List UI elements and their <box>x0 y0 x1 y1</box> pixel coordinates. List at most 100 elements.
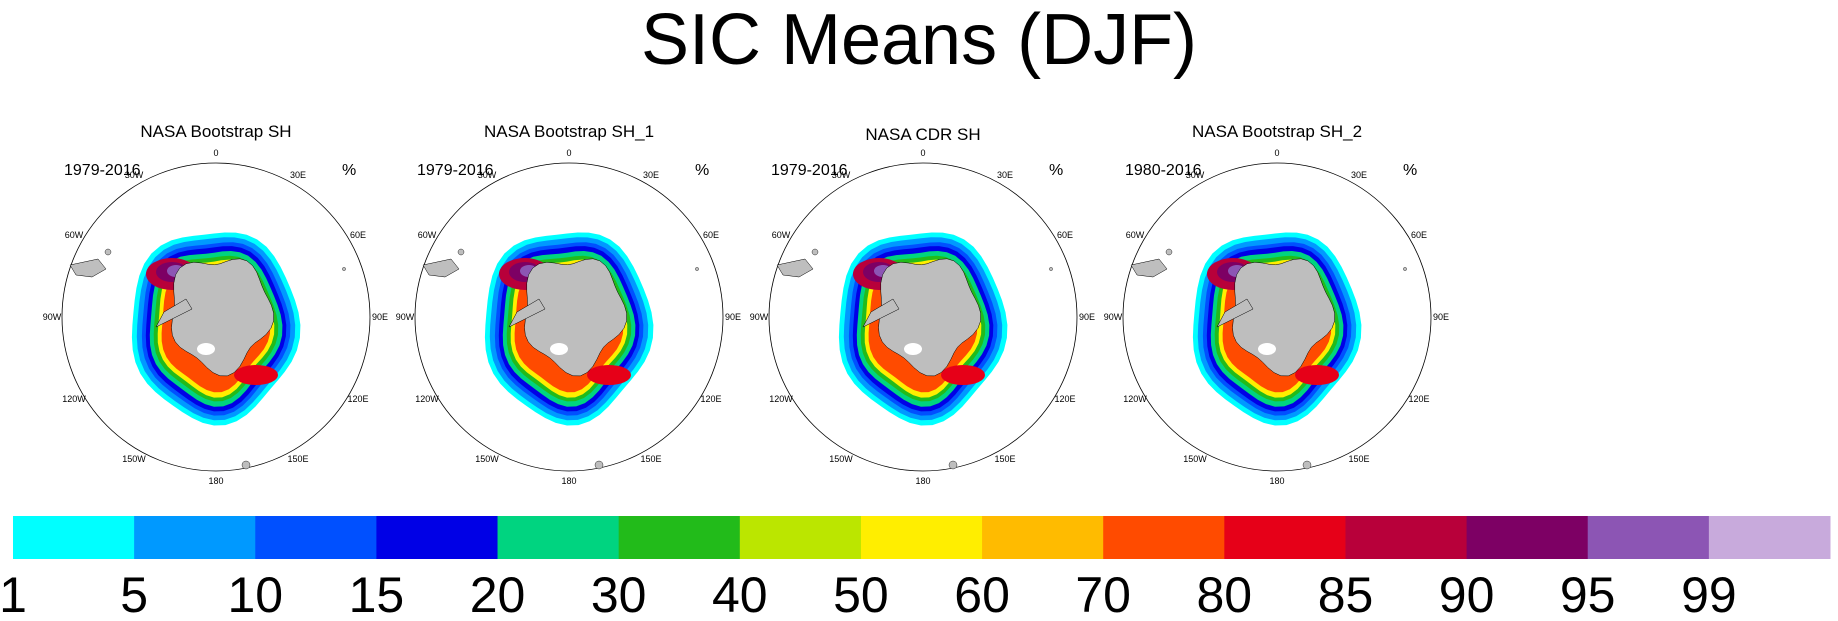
island <box>1302 460 1312 470</box>
colorbar-swatch <box>1345 516 1468 559</box>
colorbar-tick-label: 90 <box>1439 567 1495 621</box>
colorbar-tick-label: 30 <box>591 567 647 621</box>
longitude-label: 90W <box>43 312 62 322</box>
longitude-label: 120W <box>415 394 439 404</box>
longitude-label: 90E <box>1079 312 1095 322</box>
panel-units: % <box>695 162 709 179</box>
longitude-label: 90W <box>396 312 415 322</box>
colorbar-tick-label: 70 <box>1075 567 1131 621</box>
colorbar-tick-label: 10 <box>227 567 283 621</box>
south-america <box>776 258 814 278</box>
colorbar-swatch <box>13 516 135 559</box>
sic-contour <box>1295 365 1339 385</box>
island <box>1165 248 1173 256</box>
island <box>457 248 465 256</box>
longitude-label: 60W <box>1126 230 1145 240</box>
colorbar-tick-label: 95 <box>1560 567 1616 621</box>
panel-units: % <box>342 162 356 179</box>
longitude-label: 90W <box>750 312 769 322</box>
longitude-label: 150E <box>640 454 661 464</box>
antarctic-peninsula <box>508 298 546 328</box>
longitude-label: 60E <box>1411 230 1427 240</box>
colorbar-swatch <box>739 516 862 559</box>
longitude-label: 120E <box>1054 394 1075 404</box>
longitude-label: 90E <box>372 312 388 322</box>
sic-contour <box>941 365 985 385</box>
map-panel: NASA Bootstrap SH_1 1979-2016 % 0 30E 60E 90E 1… <box>396 122 741 486</box>
island <box>695 267 699 271</box>
longitude-label: 120W <box>62 394 86 404</box>
panel-units: % <box>1403 162 1417 179</box>
longitude-label: 150E <box>1348 454 1369 464</box>
longitude-label: 150E <box>994 454 1015 464</box>
colorbar-swatch <box>376 516 499 559</box>
colorbar-tick-label: 85 <box>1318 567 1374 621</box>
longitude-label: 30E <box>997 170 1013 180</box>
island <box>948 460 958 470</box>
panel-period: 1979-2016 <box>771 162 848 179</box>
panel-units: % <box>1049 162 1063 179</box>
longitude-label: 180 <box>1269 476 1284 486</box>
colorbar-tick-label: 60 <box>954 567 1010 621</box>
ice-shelf <box>550 343 568 355</box>
panel-title: NASA Bootstrap SH_2 <box>1192 122 1362 141</box>
longitude-label: 60E <box>1057 230 1073 240</box>
colorbar-tick-label: 1 <box>0 567 27 621</box>
panel-title: NASA Bootstrap SH_1 <box>484 122 654 141</box>
map-panel: NASA Bootstrap SH_2 1980-2016 % 0 30E 60E 90E 1… <box>1104 122 1449 486</box>
longitude-label: 150E <box>287 454 308 464</box>
panel-title: NASA CDR SH <box>865 125 980 144</box>
colorbar-swatch <box>255 516 377 559</box>
longitude-label: 0 <box>1274 148 1279 158</box>
panel-title: NASA Bootstrap SH <box>140 122 291 141</box>
longitude-label: 90E <box>725 312 741 322</box>
panel-period: 1979-2016 <box>417 162 494 179</box>
sic-contour <box>234 365 278 385</box>
antarctic-peninsula <box>862 298 900 328</box>
colorbar-tick-label: 99 <box>1681 567 1737 621</box>
colorbar-swatch <box>1224 516 1346 559</box>
longitude-label: 0 <box>213 148 218 158</box>
chart-title: SIC Means (DJF) <box>640 0 1198 80</box>
longitude-label: 150W <box>1183 454 1207 464</box>
panel-period: 1979-2016 <box>64 162 141 179</box>
longitude-label: 60W <box>772 230 791 240</box>
longitude-label: 120W <box>769 394 793 404</box>
longitude-label: 30W <box>832 170 851 180</box>
colorbar-swatch <box>860 516 983 559</box>
longitude-label: 60E <box>703 230 719 240</box>
longitude-label: 0 <box>566 148 571 158</box>
longitude-label: 120W <box>1123 394 1147 404</box>
colorbar-tick-label: 5 <box>120 567 148 621</box>
longitude-label: 0 <box>920 148 925 158</box>
island <box>241 460 251 470</box>
colorbar-tick-label: 15 <box>349 567 405 621</box>
longitude-label: 30W <box>125 170 144 180</box>
longitude-label: 30E <box>290 170 306 180</box>
colorbar-swatch <box>618 516 741 559</box>
longitude-label: 150W <box>829 454 853 464</box>
longitude-label: 180 <box>915 476 930 486</box>
antarctic-peninsula <box>155 298 193 328</box>
longitude-label: 30W <box>478 170 497 180</box>
ice-shelf <box>197 343 215 355</box>
longitude-label: 30W <box>1186 170 1205 180</box>
island <box>1049 267 1053 271</box>
longitude-label: 150W <box>475 454 499 464</box>
colorbar-swatch <box>497 516 620 559</box>
colorbar-swatch <box>982 516 1104 559</box>
colorbar-swatch <box>134 516 256 559</box>
ice-shelf <box>1258 343 1276 355</box>
island <box>594 460 604 470</box>
longitude-label: 90E <box>1433 312 1449 322</box>
island <box>104 248 112 256</box>
colorbar-swatch <box>1708 516 1831 559</box>
longitude-label: 30E <box>1351 170 1367 180</box>
map-panel: NASA CDR SH 1979-2016 % 0 30E 60E 90E 120E 150E 1… <box>750 125 1095 486</box>
colorbar-tick-label: 50 <box>833 567 889 621</box>
map-panel: NASA Bootstrap SH 1979-2016 % 0 30E 60E 90E 120… <box>43 122 388 486</box>
sic-contour <box>587 365 631 385</box>
colorbar-swatch <box>1466 516 1589 559</box>
